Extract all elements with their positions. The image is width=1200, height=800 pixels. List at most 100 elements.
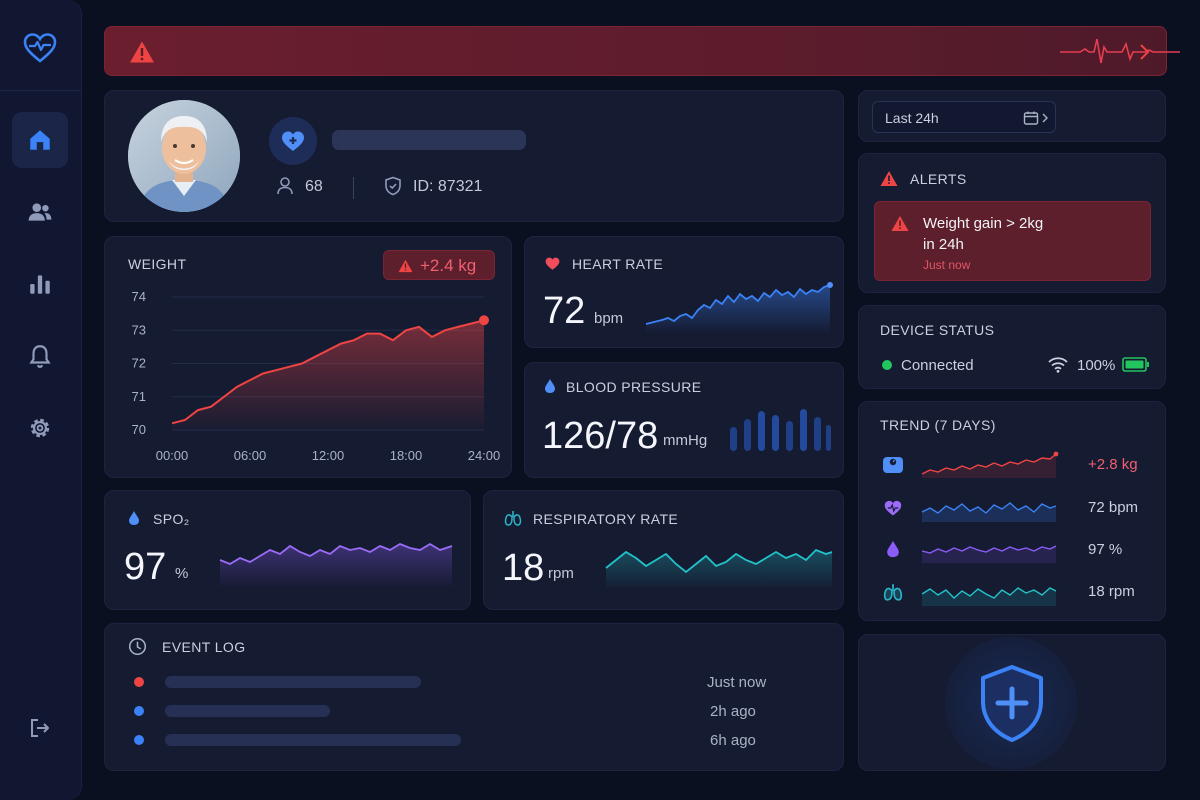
weight-x-tick-3: 18:00 [390,448,423,463]
trend-drop-icon [887,540,899,558]
sidebar-divider [0,90,82,91]
spo2-title: SPO₂ [153,511,190,527]
respiratory-value: 18 [502,547,545,589]
sidebar-item-users[interactable] [12,184,68,240]
event-log-title: EVENT LOG [162,639,246,655]
patient-avatar [128,100,240,212]
weight-warning-icon [398,259,413,273]
heart-plus-icon [282,131,304,151]
event-text-placeholder-1 [165,705,330,717]
trend-heart-icon [884,500,902,516]
chevron-right-icon [1140,44,1150,60]
weight-chart: 70 71 72 73 74 00:00 06:00 12:00 18:00 24:00 [132,289,501,463]
trend-panel [858,401,1166,621]
drop-icon [545,379,555,393]
battery-icon [1122,357,1149,372]
warning-icon [130,41,154,63]
weight-y-tick-2: 72 [132,356,146,371]
heart-pulse-icon[interactable] [20,28,60,68]
alert-banner[interactable] [104,26,1180,76]
spo2-sparkline [219,542,453,586]
trend-spo2-value: 97 % [1088,541,1123,558]
event-time-1: 2h ago [710,703,756,720]
spo2-drop-icon [129,511,139,525]
device-status-title: DEVICE STATUS [880,322,995,338]
weight-y-tick-0: 70 [132,422,146,437]
bell-icon [29,345,51,368]
heart-rate-value: 72 [543,290,586,332]
event-log-panel [104,623,844,771]
respiratory-unit: rpm [548,565,574,582]
weight-y-tick-1: 71 [132,389,146,404]
sidebar-item-settings[interactable] [12,400,68,456]
weight-series-line [171,319,485,425]
gear-icon [30,418,50,438]
blood-pressure-bars [730,409,831,451]
alerts-title: ALERTS [910,171,967,187]
home-icon [30,130,50,150]
blood-pressure-value: 126/78 [542,415,659,457]
spo2-unit: % [175,565,189,582]
wifi-icon [1048,357,1068,373]
event-dot-0 [134,677,144,687]
weight-x-tick-1: 06:00 [234,448,267,463]
sidebar [0,0,82,800]
event-time-2: 6h ago [710,732,756,749]
connected-dot [882,360,892,370]
heart-rate-unit: bpm [594,310,624,327]
weight-area-fill [172,320,484,430]
alert-message-line2: in 24h [923,236,964,253]
device-status-panel [858,305,1166,389]
spo2-value: 97 [124,546,167,588]
logout-icon [31,719,49,737]
heart-icon [545,257,560,270]
chevron-right-small-icon [1042,113,1048,123]
patient-info-divider [353,177,354,199]
respiratory-sparkline [605,548,833,588]
alert-item[interactable]: Weight gain > 2kg in 24h Just now [874,201,1151,281]
event-time-0: Just now [707,674,767,691]
patient-id: ID: 87321 [413,178,483,195]
battery-level: 100% [1077,357,1116,374]
sidebar-item-notifications[interactable] [12,328,68,384]
alert-message-line1: Weight gain > 2kg [923,215,1044,232]
weight-y-tick-3: 73 [132,322,146,337]
logout-button[interactable] [12,700,68,756]
heart-rate-title: HEART RATE [572,256,664,272]
weight-latest-point [479,315,489,326]
bar-chart-icon [30,275,50,294]
alert-time: Just now [923,258,971,272]
alert-item-warning-icon [891,216,909,231]
sidebar-item-home[interactable] [12,112,68,168]
blood-pressure-title: BLOOD PRESSURE [566,379,702,395]
trend-respiratory-value: 18 rpm [1088,583,1135,600]
shield-plus-icon [981,665,1043,742]
event-text-placeholder-0 [165,676,421,688]
heart-rate-sparkline [645,282,833,332]
respiratory-title: RESPIRATORY RATE [533,511,679,527]
clock-icon [128,637,147,656]
weight-change-badge: +2.4 kg [383,250,495,280]
event-dot-2 [134,735,144,745]
time-range-label: Last 24h [885,110,939,126]
trend-spo2-sparkline [921,545,1057,563]
security-panel [858,634,1166,771]
weight-x-tick-4: 24:00 [468,448,501,463]
shield-id-icon [385,176,401,196]
patient-status-badge [269,117,317,165]
person-icon [277,177,293,195]
scale-icon [883,457,903,473]
weight-change-value: +2.4 kg [420,256,477,275]
calendar-icon [1023,111,1039,125]
trend-weight-sparkline [921,451,1059,478]
event-dot-1 [134,706,144,716]
blood-pressure-unit: mmHg [663,432,708,449]
trend-respiratory-sparkline [921,587,1057,606]
sidebar-item-analytics[interactable] [12,256,68,312]
device-connection-status: Connected [901,357,974,374]
weight-x-tick-0: 00:00 [156,448,189,463]
trend-lungs-icon [883,584,903,601]
time-range-select[interactable]: Last 24h [872,101,1056,133]
blood-pressure-panel [524,362,844,478]
ecg-waveform [1060,38,1180,64]
